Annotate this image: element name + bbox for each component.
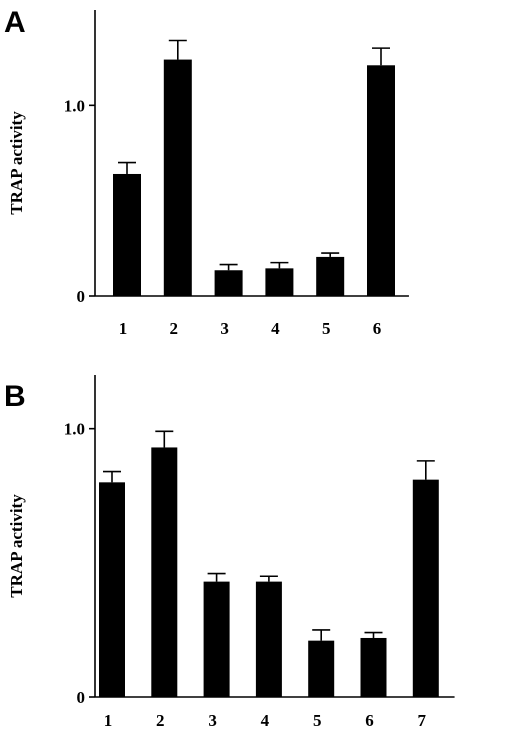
panel-b-error-bar-1 — [103, 470, 121, 483]
panel-a-xtick-label-1: 1 — [119, 319, 128, 338]
panel-a-xtick-label-3: 3 — [220, 319, 229, 338]
panel-a-chart: A 0 1.0 TRAP activity 1 2 3 4 5 6 — [4, 6, 409, 338]
panel-a-ylabel: TRAP activity — [7, 111, 26, 215]
panel-a-bar-6 — [367, 65, 395, 296]
panel-a-bar-2 — [163, 59, 192, 296]
panel-a-letter: A — [4, 6, 26, 39]
panel-b-xtick-label-2: 2 — [156, 711, 165, 730]
panel-b-bar-2 — [151, 447, 178, 697]
panel-a-bar-5 — [316, 256, 345, 296]
panel-b-error-bar-4 — [259, 575, 278, 582]
panel-a-xtick-label-6: 6 — [373, 319, 382, 338]
panel-b-letter: B — [4, 380, 26, 413]
panel-b-ytick-label: 0 — [77, 688, 86, 707]
panel-b-chart: B 0 1.0 TRAP activity 1 2 3 4 5 6 7 — [4, 375, 455, 730]
panel-b-error-bar-3 — [207, 572, 226, 582]
panel-a-error-bar-2 — [168, 39, 187, 60]
panel-a-bar-4 — [265, 268, 294, 296]
panel-b-xtick-label-4: 4 — [261, 711, 270, 730]
panel-a-error-bar-6 — [372, 47, 390, 66]
panel-b-error-bar-7 — [416, 460, 435, 480]
panel-b-xtick-label-7: 7 — [418, 711, 427, 730]
panel-a-bar-1 — [113, 173, 141, 296]
panel-a-error-bar-4 — [270, 261, 289, 269]
panel-b-xtick-label-6: 6 — [365, 711, 374, 730]
panel-a-error-bar-3 — [219, 263, 238, 271]
panel-a-error-bar-1 — [118, 161, 136, 174]
panel-b-ytick-label: 1.0 — [64, 420, 85, 439]
panel-b-bar-3 — [203, 581, 230, 697]
panel-a-ytick-label: 0 — [77, 287, 86, 306]
panel-a-bar-3 — [214, 270, 243, 296]
panel-b-bar-1 — [99, 482, 125, 697]
panel-b-bar-5 — [308, 640, 335, 697]
panel-a-error-bar-5 — [321, 252, 340, 257]
panel-b-error-bar-5 — [312, 629, 331, 641]
panel-a-xtick-label-5: 5 — [322, 319, 331, 338]
panel-b-xtick-label-5: 5 — [313, 711, 322, 730]
panel-a-xtick-label-2: 2 — [170, 319, 179, 338]
panel-b-bar-7 — [412, 479, 439, 697]
panel-b-bar-4 — [255, 581, 282, 697]
panel-b-xtick-label-1: 1 — [104, 711, 113, 730]
panel-b-bar-6 — [360, 637, 387, 697]
panel-b-error-bar-2 — [155, 430, 174, 448]
panel-b-error-bar-6 — [364, 631, 383, 638]
panel-b-ylabel: TRAP activity — [7, 494, 26, 598]
panel-b-xtick-label-3: 3 — [208, 711, 217, 730]
panel-a-xtick-label-4: 4 — [271, 319, 280, 338]
panel-a-ytick-label: 1.0 — [64, 96, 85, 115]
